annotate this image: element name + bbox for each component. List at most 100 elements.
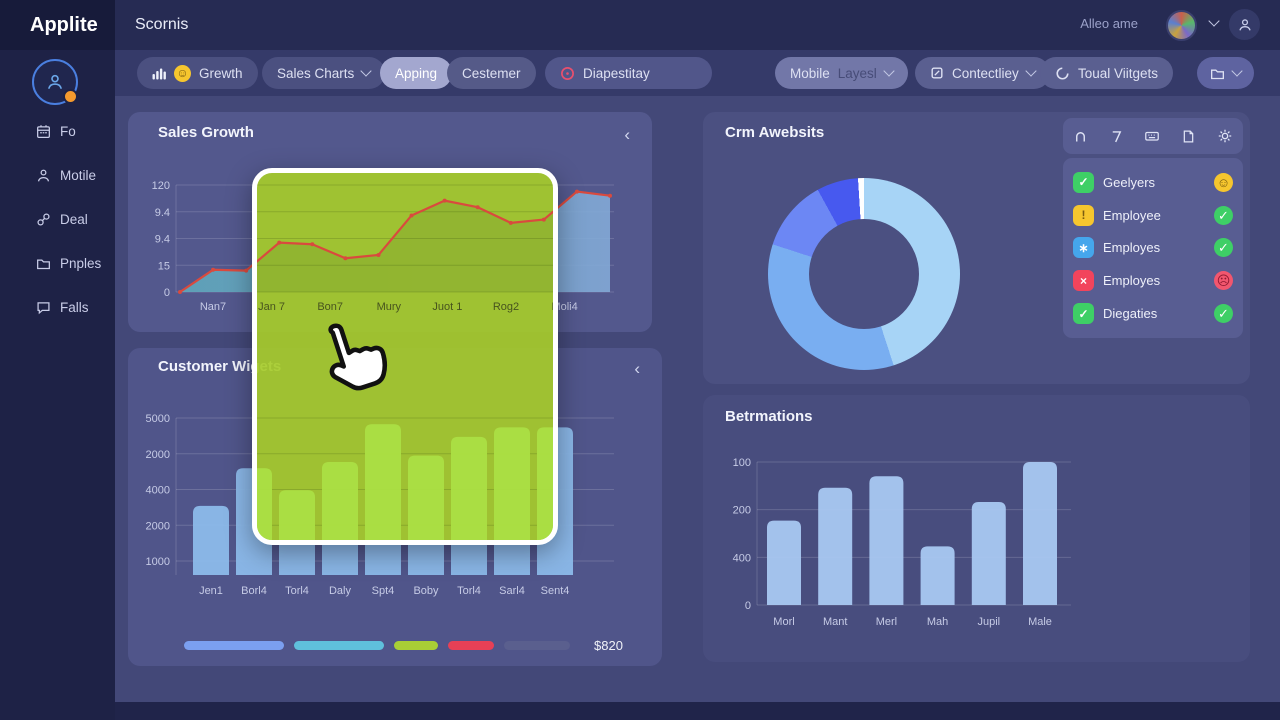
cestemer-label: Cestemer — [462, 65, 521, 81]
clock-icon — [560, 66, 575, 81]
check-badge-icon: ✓ — [1073, 171, 1094, 193]
avatar[interactable] — [1166, 10, 1197, 41]
svg-text:Juot 1: Juot 1 — [432, 301, 462, 313]
svg-text:Jen1: Jen1 — [199, 585, 223, 597]
sidebar-profile-button[interactable] — [32, 59, 78, 105]
employee-row[interactable]: × Employes ☹ — [1073, 270, 1233, 292]
chevron-down-icon — [360, 65, 372, 77]
svg-text:0: 0 — [164, 287, 170, 299]
betrmations-chart: 100 200 400 0 Morl Mant Merl Mah Jupil Male — [733, 457, 1071, 628]
employee-name: Diegaties — [1103, 306, 1158, 322]
svg-text:9.4: 9.4 — [155, 234, 170, 246]
contectliey-dropdown[interactable]: Contectliey — [915, 57, 1050, 89]
cestemer-button[interactable]: Cestemer — [447, 57, 536, 89]
svg-text:Bon7: Bon7 — [317, 301, 343, 313]
svg-text:4000: 4000 — [146, 485, 170, 497]
lightning-icon[interactable] — [1109, 129, 1124, 144]
overlay-bars-chart — [257, 417, 553, 540]
document-icon[interactable] — [1181, 129, 1196, 144]
svg-text:Jupil: Jupil — [977, 616, 1000, 628]
sidebar-item-label: Fo — [60, 124, 76, 139]
employee-name: Employee — [1103, 207, 1161, 223]
calendar-icon — [36, 124, 51, 139]
growth-button[interactable]: ☺ Grewth — [137, 57, 258, 89]
person-icon — [36, 168, 51, 183]
svg-text:Sarl4: Sarl4 — [499, 585, 525, 597]
smiley-status-icon: ☺ — [1214, 172, 1233, 192]
employee-row[interactable]: ∗ Employes ✓ — [1073, 237, 1233, 259]
chevron-down-icon — [883, 65, 895, 77]
svg-text:2000: 2000 — [146, 449, 170, 461]
apping-button[interactable]: Apping — [380, 57, 453, 89]
svg-text:5000: 5000 — [146, 413, 170, 425]
employee-name: Employes — [1103, 240, 1161, 256]
chat-icon — [36, 300, 51, 315]
warning-badge-icon: ! — [1073, 204, 1094, 226]
bottom-strip — [0, 702, 1280, 720]
frown-status-icon: ☹ — [1214, 271, 1233, 291]
legend-pill-0[interactable] — [184, 641, 284, 650]
sidebar-item-label: Deal — [60, 212, 88, 227]
legend-pill-1[interactable] — [294, 641, 384, 650]
svg-text:Mant: Mant — [823, 616, 847, 628]
keyboard-icon[interactable] — [1144, 128, 1160, 144]
link-icon — [36, 212, 51, 227]
chevron-left-icon[interactable]: ‹ — [634, 359, 640, 378]
sales-charts-dropdown[interactable]: Sales Charts — [262, 57, 386, 89]
sidebar-item-motile[interactable]: Motile — [36, 168, 101, 183]
employee-row[interactable]: ✓ Diegaties ✓ — [1073, 303, 1233, 325]
betrmations-panel: Betrmations 100 200 400 0 Morl Mant Merl Mah Jup… — [703, 395, 1250, 662]
bell-icon[interactable] — [1073, 129, 1088, 144]
svg-text:200: 200 — [733, 505, 751, 517]
employee-row[interactable]: ✓ Geelyers ☺ — [1073, 171, 1233, 193]
sidebar-item-deal[interactable]: Deal — [36, 212, 101, 227]
chevron-left-icon[interactable]: ‹ — [624, 125, 630, 144]
panel-title: Betrmations — [725, 408, 813, 425]
svg-text:100: 100 — [733, 457, 751, 469]
apping-label: Apping — [395, 65, 438, 81]
svg-text:120: 120 — [152, 180, 170, 192]
chevron-down-icon[interactable] — [1208, 15, 1220, 27]
svg-text:15: 15 — [158, 260, 170, 272]
employee-row[interactable]: ! Employee ✓ — [1073, 204, 1233, 226]
crm-donut-chart — [768, 178, 960, 370]
svg-text:Daly: Daly — [329, 585, 352, 597]
smiley-icon: ☺ — [174, 64, 191, 82]
dispestlay-button[interactable]: Diapestitay — [545, 57, 712, 89]
app-logo: Applite — [0, 0, 115, 50]
toual-label: Toual Viitgets — [1078, 65, 1159, 81]
check-status-icon: ✓ — [1214, 238, 1233, 258]
legend-value: $820 — [594, 638, 623, 653]
growth-label: Grewth — [199, 65, 243, 81]
asterisk-badge-icon: ∗ — [1073, 237, 1094, 259]
sidebar-item-falls[interactable]: Falls — [36, 300, 101, 315]
toual-viitgets-button[interactable]: Toual Viitgets — [1040, 57, 1174, 89]
sidebar-item-pnples[interactable]: Pnples — [36, 256, 101, 271]
sidebar-item-fo[interactable]: Fo — [36, 124, 101, 139]
legend-pill-2[interactable] — [394, 641, 438, 650]
svg-text:Sent4: Sent4 — [541, 585, 570, 597]
folder-dropdown[interactable] — [1197, 57, 1254, 89]
svg-text:0: 0 — [745, 600, 751, 612]
legend-pill-3[interactable] — [448, 641, 494, 650]
gear-icon[interactable] — [1217, 128, 1233, 144]
toolbar: ☺ Grewth Sales Charts Apping Cestemer Di… — [115, 50, 1280, 96]
folder-icon — [1210, 66, 1225, 81]
svg-text:Male: Male — [1028, 616, 1052, 628]
employee-name: Employes — [1103, 273, 1161, 289]
svg-text:Morl: Morl — [773, 616, 794, 628]
person-icon — [45, 72, 65, 92]
svg-text:Mury: Mury — [377, 301, 402, 313]
svg-text:2000: 2000 — [146, 520, 170, 532]
user-menu-label[interactable]: Alleo ame — [1080, 16, 1138, 31]
square-icon — [930, 66, 944, 80]
user-profile-button[interactable] — [1229, 9, 1260, 40]
legend-pill-4[interactable] — [504, 641, 570, 650]
chevron-down-icon — [1231, 65, 1243, 77]
top-bar: Scornis Alleo ame — [115, 0, 1280, 50]
mobile-layesl-dropdown[interactable]: Mobile Layesl — [775, 57, 908, 89]
notification-dot — [63, 89, 78, 104]
mobile-label: Mobile — [790, 65, 830, 81]
sidebar-item-label: Falls — [60, 300, 89, 315]
